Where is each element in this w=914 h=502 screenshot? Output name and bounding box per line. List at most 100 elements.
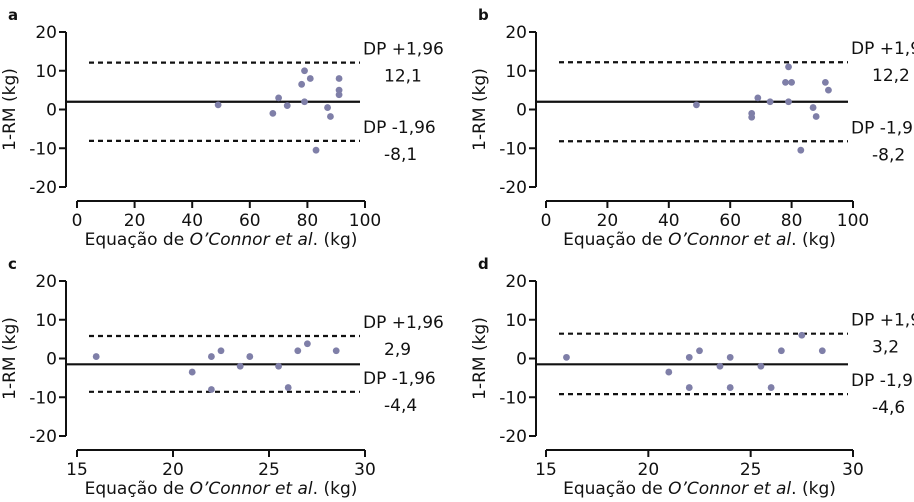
panel-letter: c xyxy=(8,255,17,273)
x-axis-label: Equação de O’Connor et al. (kg) xyxy=(85,230,358,250)
x-tick-label: 20 xyxy=(162,460,184,480)
x-tick-label: 15 xyxy=(535,460,557,480)
x-tick-label: 80 xyxy=(781,211,803,231)
x-axis-label: Equação de O’Connor et al. (kg) xyxy=(85,479,358,499)
data-point xyxy=(92,353,100,360)
y-tick-label: -20 xyxy=(29,178,57,198)
y-tick-label: 20 xyxy=(505,23,527,43)
y-tick-label: 20 xyxy=(35,272,57,292)
data-point xyxy=(726,384,734,391)
x-axis-label-italic: O’Connor et al xyxy=(190,230,313,250)
x-axis-label-italic: O’Connor et al xyxy=(668,479,791,499)
data-point xyxy=(797,146,805,154)
x-tick-label: 100 xyxy=(349,211,381,231)
data-point xyxy=(726,353,734,361)
y-tick-label: 0 xyxy=(46,350,57,370)
lower-limit-value: -4,4 xyxy=(384,396,417,416)
data-point xyxy=(306,75,314,82)
data-point xyxy=(685,384,693,391)
y-tick-label: 10 xyxy=(35,311,57,331)
y-axis-label: 1-RM (kg) xyxy=(0,68,20,151)
x-tick-label: 25 xyxy=(740,460,762,480)
data-point xyxy=(818,347,826,355)
data-point xyxy=(335,75,343,82)
upper-limit-value: 2,9 xyxy=(384,340,411,360)
data-point xyxy=(785,98,792,106)
data-point xyxy=(246,353,254,360)
data-point xyxy=(777,347,785,355)
data-point xyxy=(312,146,320,154)
data-point xyxy=(298,80,306,88)
x-axis-label-italic: O’Connor et al xyxy=(668,230,791,250)
x-tick-label: 60 xyxy=(719,211,741,231)
y-tick-label: -20 xyxy=(29,427,57,447)
x-axis-label-prefix: Equação de xyxy=(85,230,190,250)
data-point xyxy=(685,353,693,361)
data-point xyxy=(217,347,225,355)
data-point xyxy=(766,98,774,106)
lower-limit-label: DP -1,96 xyxy=(363,118,436,138)
data-point xyxy=(665,368,673,376)
y-tick-label: -10 xyxy=(29,388,57,408)
data-point xyxy=(294,347,302,355)
upper-limit-value: 3,2 xyxy=(872,338,899,358)
x-axis-label: Equação de O’Connor et al. (kg) xyxy=(563,479,836,499)
panel-letter: d xyxy=(478,255,489,273)
upper-limit-value: 12,2 xyxy=(872,66,910,86)
x-axis-label-prefix: Equação de xyxy=(563,479,668,499)
y-tick-label: 20 xyxy=(505,272,527,292)
x-tick-label: 40 xyxy=(658,211,680,231)
x-axis-label: Equação de O’Connor et al. (kg) xyxy=(563,230,836,250)
x-tick-label: 40 xyxy=(181,211,203,231)
lower-limit-value: -4,6 xyxy=(872,398,905,418)
upper-limit-label: DP +1,96 xyxy=(363,40,444,60)
data-point xyxy=(327,113,334,120)
data-point xyxy=(812,113,820,120)
data-point xyxy=(693,101,700,109)
x-axis-label-prefix: Equação de xyxy=(85,479,190,499)
data-point xyxy=(283,102,291,110)
x-axis-label-suffix: . (kg) xyxy=(313,479,358,499)
data-point xyxy=(748,113,756,121)
x-tick-label: 80 xyxy=(297,211,319,231)
data-point xyxy=(332,347,340,355)
y-tick-label: -20 xyxy=(499,178,527,198)
data-point xyxy=(335,86,343,94)
y-tick-label: -10 xyxy=(499,139,527,159)
data-point xyxy=(782,78,789,86)
y-tick-label: -20 xyxy=(499,427,527,447)
x-tick-label: 0 xyxy=(72,211,83,231)
x-tick-label: 25 xyxy=(258,460,280,480)
x-tick-label: 0 xyxy=(541,211,552,231)
data-point xyxy=(236,362,244,370)
y-tick-label: -10 xyxy=(499,388,527,408)
data-point xyxy=(188,368,196,376)
x-tick-label: 20 xyxy=(124,211,146,231)
data-point xyxy=(304,340,311,348)
x-tick-label: 100 xyxy=(837,211,869,231)
x-tick-label: 30 xyxy=(842,460,864,480)
data-point xyxy=(335,91,343,99)
panel-d: d 20 10 0 -10 -20 15 20 25 30 Equação de O’Connor … xyxy=(470,255,914,499)
data-point xyxy=(757,362,765,370)
data-point xyxy=(785,63,792,71)
y-tick-label: 10 xyxy=(505,311,527,331)
x-tick-label: 15 xyxy=(66,460,88,480)
data-point xyxy=(208,386,215,393)
data-point xyxy=(324,104,331,111)
x-axis-label-prefix: Equação de xyxy=(563,230,668,250)
x-tick-label: 60 xyxy=(239,211,261,231)
y-tick-label: -10 xyxy=(29,139,57,159)
lower-limit-value: -8,1 xyxy=(384,145,417,165)
data-point xyxy=(825,86,832,94)
data-point xyxy=(716,362,724,370)
x-axis-label-suffix: . (kg) xyxy=(791,230,836,250)
data-point xyxy=(208,353,215,360)
data-point xyxy=(821,78,829,86)
x-tick-label: 20 xyxy=(597,211,619,231)
y-tick-label: 0 xyxy=(516,101,527,121)
y-tick-label: 20 xyxy=(35,23,57,43)
y-axis-label: 1-RM (kg) xyxy=(470,68,490,151)
